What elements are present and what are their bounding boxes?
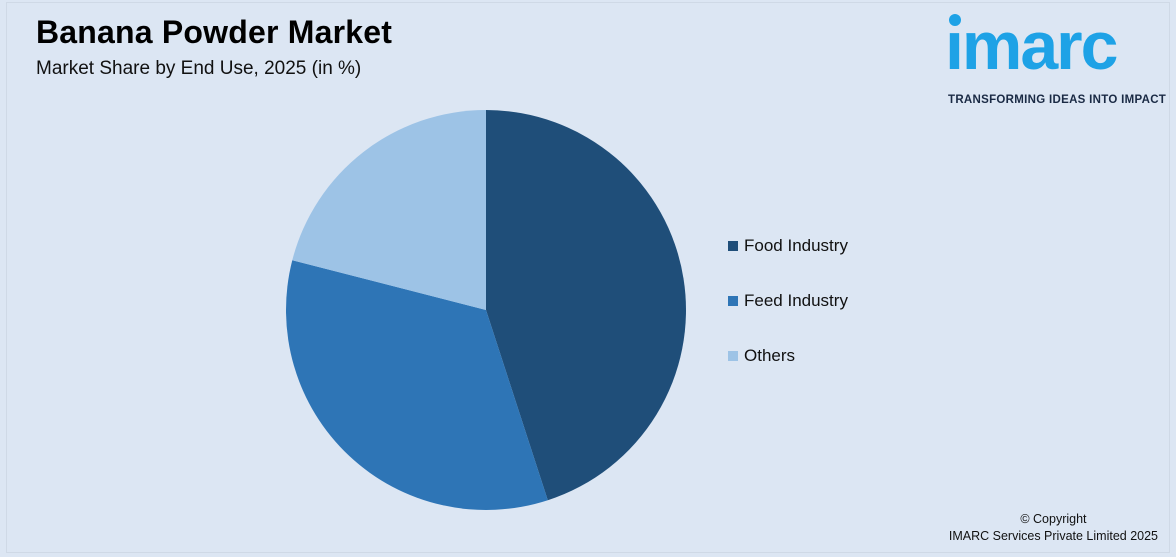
chart-subtitle: Market Share by End Use, 2025 (in %) bbox=[36, 58, 362, 79]
logo-wordmark: ımarc bbox=[945, 8, 1118, 84]
legend-swatch bbox=[728, 351, 738, 361]
pie-slice-food-industry bbox=[486, 110, 686, 501]
pie-slice-others bbox=[292, 110, 486, 310]
legend-swatch bbox=[728, 241, 738, 251]
imarc-logo: ımarc TRANSFORMING IDEAS INTO IMPACT bbox=[945, 12, 1170, 112]
logo-tagline: TRANSFORMING IDEAS INTO IMPACT bbox=[948, 94, 1167, 106]
copyright-notice: © Copyright IMARC Services Private Limit… bbox=[949, 511, 1158, 545]
pie-slice-feed-industry bbox=[286, 260, 548, 511]
pie-chart bbox=[280, 104, 692, 516]
legend-label: Feed Industry bbox=[744, 291, 848, 310]
legend-label: Food Industry bbox=[744, 236, 848, 255]
legend-label: Others bbox=[744, 346, 796, 365]
legend-item-food-industry: Food Industry bbox=[728, 236, 848, 256]
chart-title: Banana Powder Market bbox=[36, 14, 393, 50]
legend-swatch bbox=[728, 296, 738, 306]
copyright-line-1: © Copyright bbox=[1020, 512, 1087, 526]
copyright-line-2: IMARC Services Private Limited 2025 bbox=[948, 529, 1158, 543]
legend-item-feed-industry: Feed Industry bbox=[728, 291, 848, 311]
legend-item-others: Others bbox=[728, 346, 848, 366]
logo-dot-icon bbox=[949, 14, 961, 26]
chart-legend: Food Industry Feed Industry Others bbox=[728, 236, 848, 401]
pie-svg bbox=[286, 110, 686, 511]
